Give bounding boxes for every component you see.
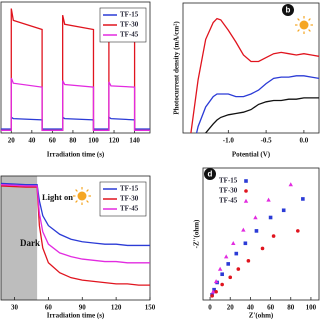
- marker: [214, 289, 218, 294]
- y-axis-label: Photocurrent density (mA/cm²): [173, 21, 181, 115]
- marker: [288, 182, 293, 187]
- marker: [243, 241, 248, 246]
- x-tick-label: 60: [267, 304, 275, 312]
- x-tick-label: 20: [8, 137, 16, 145]
- marker: [266, 197, 271, 202]
- x-tick-label: 140: [129, 137, 140, 145]
- x-axis-label: Irradiation time (s): [47, 151, 105, 159]
- marker: [246, 259, 251, 263]
- legend-label: TF-45: [120, 31, 139, 39]
- line-series: [1, 182, 150, 247]
- x-tick-label: 60: [49, 137, 57, 145]
- marker: [301, 197, 305, 201]
- plot-area: [1, 182, 150, 286]
- legend-label: TF-30: [120, 195, 139, 203]
- sun-icon-b: [295, 16, 313, 34]
- y-axis-label: -Z''(ohm): [193, 219, 201, 248]
- axes-frame: [0, 1, 151, 134]
- x-tick-label: 0: [208, 304, 212, 312]
- marker: [241, 227, 246, 232]
- x-tick-label: -0.5: [261, 137, 273, 145]
- line-series: [204, 97, 319, 133]
- legend-label: TF-30: [120, 21, 139, 29]
- marker: [253, 215, 258, 220]
- line-series: [1, 77, 150, 132]
- marker: [244, 179, 248, 183]
- panel-badge: [204, 168, 216, 180]
- x-tick-label: 60: [45, 304, 53, 312]
- legend-label: TF-30: [219, 187, 238, 195]
- marker: [210, 289, 216, 294]
- x-tick-label: 80: [287, 304, 295, 312]
- annotation: Light on: [42, 192, 73, 202]
- marker: [212, 287, 216, 292]
- marker: [260, 246, 265, 251]
- x-tick-label: -1.0: [223, 137, 235, 145]
- x-axis-label: Potential (V): [232, 151, 271, 159]
- marker: [231, 240, 236, 245]
- marker: [296, 229, 300, 233]
- x-tick-label: 0.0: [300, 137, 309, 145]
- dark-region: [1, 176, 38, 300]
- line-series: [1, 184, 150, 264]
- annotation: Dark: [20, 238, 40, 248]
- line-series: [1, 116, 150, 130]
- x-tick-label: 100: [88, 137, 99, 145]
- panel-label: b: [286, 6, 291, 15]
- axes-frame: [202, 167, 320, 301]
- marker: [217, 266, 223, 271]
- x-tick-label: 40: [247, 304, 255, 312]
- marker: [210, 294, 214, 298]
- marker: [224, 254, 229, 259]
- marker: [220, 282, 224, 287]
- x-tick-label: 90: [79, 304, 87, 312]
- marker: [268, 215, 273, 220]
- line-series: [1, 185, 150, 286]
- x-tick-label: 30: [11, 304, 19, 312]
- line-series: [190, 17, 319, 133]
- axes-frame: [182, 2, 320, 134]
- legend-label: TF-15: [120, 11, 139, 19]
- axes-frame: [0, 175, 151, 301]
- x-axis-label: Irradiation time (s): [47, 312, 105, 320]
- x-tick-label: 120: [109, 137, 120, 145]
- x-tick-label: 150: [145, 304, 156, 312]
- marker: [226, 262, 231, 266]
- plot-area: [190, 17, 319, 133]
- marker: [220, 272, 224, 277]
- x-tick-label: 40: [28, 137, 36, 145]
- marker: [236, 267, 241, 271]
- panel-label: d: [208, 170, 213, 179]
- legend-label: TF-45: [120, 205, 139, 213]
- legend-label: TF-15: [219, 177, 238, 185]
- x-tick-label: 100: [306, 304, 317, 312]
- marker: [244, 189, 248, 193]
- panel-badge: [282, 4, 294, 16]
- legend-label: TF-45: [219, 197, 238, 205]
- marker: [213, 279, 219, 284]
- marker: [254, 229, 259, 233]
- marker: [243, 198, 249, 203]
- x-tick-label: 80: [69, 137, 77, 145]
- x-tick-label: 20: [227, 304, 235, 312]
- marker: [271, 234, 276, 238]
- x-tick-label: 120: [111, 304, 122, 312]
- sun-icon-c: [73, 187, 91, 205]
- marker: [281, 208, 286, 213]
- line-series: [195, 75, 319, 133]
- x-axis-label: Z'(ohm): [249, 312, 274, 320]
- marker: [234, 251, 239, 256]
- marker: [228, 275, 233, 280]
- legend-label: TF-15: [120, 185, 139, 193]
